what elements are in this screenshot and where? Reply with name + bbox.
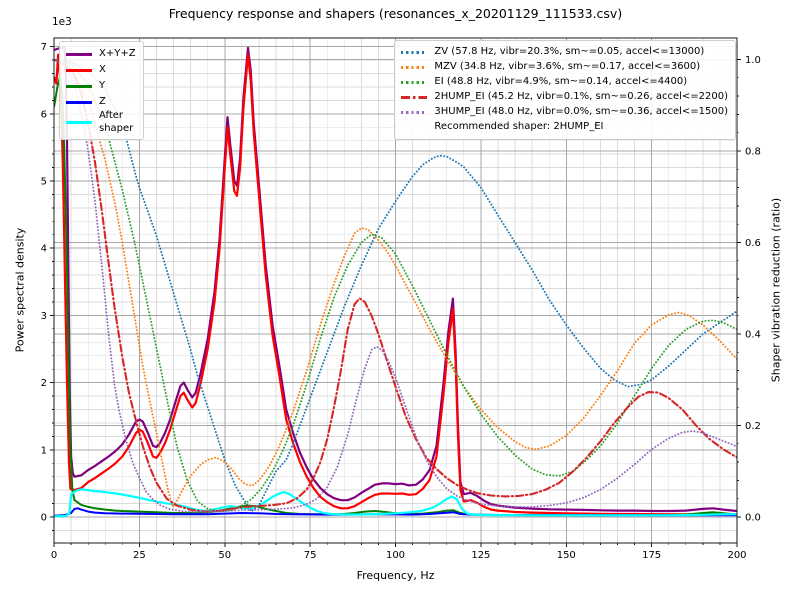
legend-entry: Y [66, 78, 136, 94]
shaper-legend: ZV (57.8 Hz, vibr=20.3%, sm~=0.05, accel… [394, 40, 736, 140]
series-zv [54, 58, 737, 513]
y-left-tick-label: 0 [41, 513, 47, 524]
legend-line-sample [401, 51, 428, 54]
x-tick-label: 50 [218, 550, 231, 561]
x-tick-label: 100 [386, 550, 405, 561]
legend-blank-swatch [401, 126, 427, 129]
legend-entry: MZV (34.8 Hz, vibr=3.6%, sm~=0.17, accel… [401, 60, 728, 75]
legend-label: X [99, 63, 106, 75]
x-tick-label: 175 [642, 550, 661, 561]
legend-entry: EI (48.8 Hz, vibr=4.9%, sm~=0.14, accel<… [401, 75, 728, 90]
legend-entry: 2HUMP_EI (45.2 Hz, vibr=0.1%, sm~=0.26, … [401, 90, 728, 105]
x-axis-label: Frequency, Hz [356, 569, 435, 582]
y-right-tick-label: 1.0 [745, 55, 761, 66]
y-right-tick-label: 0.4 [745, 330, 761, 341]
psd-legend: X+Y+Z X Y Z After shaper [59, 41, 144, 140]
legend-label: X+Y+Z [99, 47, 136, 59]
legend-label: Recommended shaper: 2HUMP_EI [434, 121, 604, 133]
legend-line-sample [401, 66, 428, 69]
series-after-shaper [54, 488, 737, 518]
legend-line-sample [66, 121, 92, 124]
legend-line-sample [66, 100, 92, 104]
series-2hump-ei [54, 58, 737, 513]
x-tick-label: 75 [304, 550, 317, 561]
series-3hump-ei [54, 58, 737, 513]
legend-label: MZV (34.8 Hz, vibr=3.6%, sm~=0.17, accel… [434, 61, 701, 73]
y-axis-offset-text: 1e3 [52, 16, 72, 28]
legend-entry: X [66, 62, 136, 78]
chart-title: Frequency response and shapers (resonanc… [168, 6, 623, 21]
y-right-tick-label: 0.8 [745, 147, 761, 158]
legend-label: After shaper [99, 110, 134, 134]
legend-label: EI (48.8 Hz, vibr=4.9%, sm~=0.14, accel<… [434, 76, 688, 88]
series-ei [54, 58, 737, 513]
legend-label: Z [99, 95, 106, 107]
y-right-tick-label: 0.0 [745, 513, 761, 524]
y-left-tick-label: 2 [41, 378, 47, 389]
y-left-tick-label: 3 [41, 311, 47, 322]
legend-entry: After shaper [66, 110, 136, 135]
legend-label: 2HUMP_EI (45.2 Hz, vibr=0.1%, sm~=0.26, … [434, 91, 728, 103]
series-x-y-z [54, 45, 737, 513]
legend-label: Y [99, 79, 106, 91]
x-tick-label: 125 [471, 550, 490, 561]
legend-entry: 3HUMP_EI (48.0 Hz, vibr=0.0%, sm~=0.36, … [401, 105, 728, 120]
y-left-tick-label: 4 [41, 244, 47, 255]
curves-group [54, 45, 737, 518]
x-tick-label: 0 [51, 550, 57, 561]
y-right-tick-label: 0.6 [745, 238, 761, 249]
x-tick-label: 25 [133, 550, 146, 561]
legend-entry: Recommended shaper: 2HUMP_EI [401, 120, 728, 135]
legend-label: 3HUMP_EI (48.0 Hz, vibr=0.0%, sm~=0.36, … [434, 106, 728, 118]
y-left-tick-label: 6 [41, 109, 47, 120]
legend-line-sample [66, 52, 92, 56]
legend-line-sample [401, 96, 428, 99]
y-left-tick-label: 7 [41, 42, 47, 53]
y-axis-right-label: Shaper vibration reduction (ratio) [769, 197, 783, 383]
legend-line-sample [66, 68, 92, 72]
y-left-tick-label: 5 [41, 177, 47, 188]
legend-line-sample [66, 84, 92, 88]
legend-entry: ZV (57.8 Hz, vibr=20.3%, sm~=0.05, accel… [401, 45, 728, 60]
series-x [54, 53, 737, 516]
legend-line-sample [401, 81, 428, 84]
legend-line-sample [401, 111, 428, 114]
x-tick-label: 200 [727, 550, 746, 561]
series-mzv [54, 58, 737, 508]
legend-label: ZV (57.8 Hz, vibr=20.3%, sm~=0.05, accel… [434, 46, 705, 58]
y-right-tick-label: 0.2 [745, 421, 761, 432]
y-axis-left-label: Power spectral density [13, 227, 27, 353]
legend-entry: Z [66, 94, 136, 110]
y-left-tick-label: 1 [41, 445, 47, 456]
legend-entry: X+Y+Z [66, 46, 136, 62]
x-tick-label: 150 [557, 550, 576, 561]
